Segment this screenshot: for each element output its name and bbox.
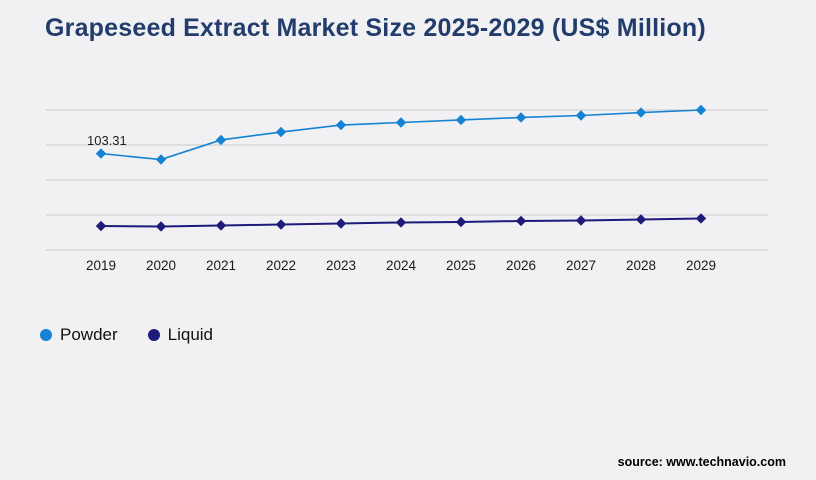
- x-axis-label: 2025: [446, 258, 476, 273]
- data-point-liquid: [695, 213, 707, 224]
- x-axis-label: 2029: [686, 258, 716, 273]
- x-axis-label: 2024: [386, 258, 417, 273]
- data-point-liquid: [575, 215, 587, 226]
- source-attribution: source: www.technavio.com: [617, 455, 786, 469]
- powder-legend-label: Powder: [60, 325, 118, 344]
- x-axis-label: 2027: [566, 258, 596, 273]
- data-point-liquid: [455, 216, 467, 228]
- data-point-liquid: [335, 218, 347, 229]
- liquid-legend-marker-icon: [147, 329, 160, 341]
- data-point-liquid: [395, 217, 407, 228]
- data-point-powder: [95, 148, 107, 159]
- data-point-powder: [695, 104, 707, 116]
- data-point-powder: [275, 126, 287, 138]
- data-label: 103.31: [87, 133, 127, 148]
- data-point-powder: [575, 110, 587, 121]
- data-point-powder: [455, 114, 467, 126]
- x-axis-label: 2026: [506, 258, 536, 273]
- data-point-liquid: [215, 220, 227, 231]
- data-point-powder: [335, 119, 347, 131]
- data-point-powder: [395, 117, 407, 128]
- x-axis-label: 2023: [326, 258, 356, 273]
- x-axis-label: 2021: [206, 258, 236, 273]
- chart-title: Grapeseed Extract Market Size 2025-2029 …: [45, 14, 706, 42]
- data-point-powder: [635, 107, 647, 118]
- liquid-legend-label: Liquid: [167, 325, 214, 344]
- data-point-liquid: [515, 215, 527, 227]
- x-axis-label: 2020: [146, 258, 176, 273]
- data-point-powder: [155, 154, 167, 165]
- legend-item-liquid: Liquid: [147, 325, 214, 345]
- chart-canvas: 2019 2020 2021 2022 2023 2024 2025 2026 2027 2028…: [46, 104, 768, 273]
- data-point-powder: [215, 134, 227, 146]
- legend: Powder Liquid: [40, 325, 213, 345]
- data-point-liquid: [635, 214, 647, 225]
- powder-legend-marker-icon: [40, 329, 52, 341]
- x-axis-label: 2022: [266, 258, 296, 273]
- data-point-powder: [515, 112, 527, 123]
- x-axis-label: 2028: [626, 258, 656, 273]
- data-point-liquid: [275, 219, 287, 230]
- data-point-liquid: [95, 220, 107, 232]
- data-point-liquid: [155, 221, 167, 232]
- x-axis-label: 2019: [86, 258, 116, 273]
- legend-item-powder: Powder: [40, 325, 118, 345]
